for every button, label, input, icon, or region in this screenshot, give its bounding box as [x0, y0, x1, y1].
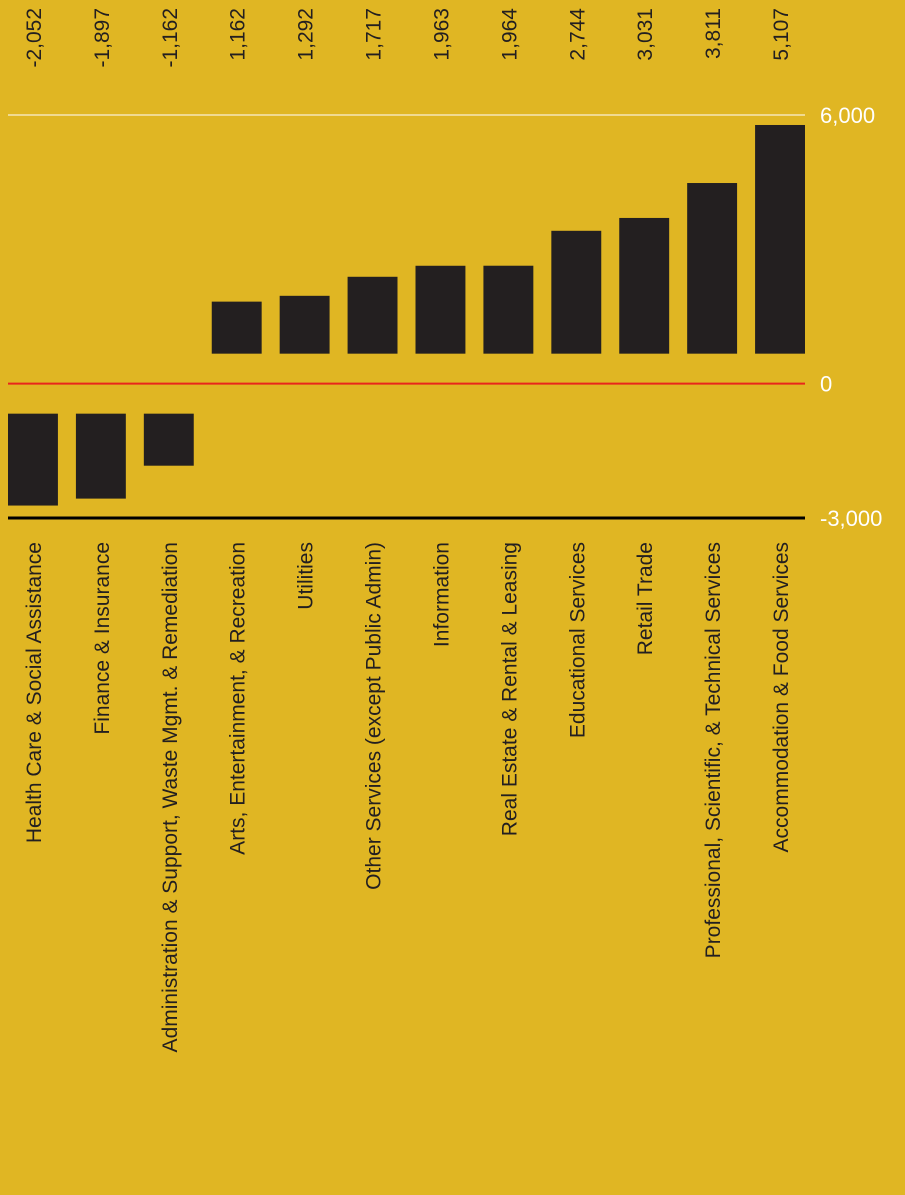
category-label: Real Estate & Rental & Leasing [498, 542, 521, 836]
bar [211, 301, 262, 354]
value-label: -1,162 [159, 8, 182, 68]
category-label: Retail Trade [634, 542, 657, 655]
bar [75, 413, 126, 499]
category-label: Health Care & Social Assistance [23, 542, 46, 843]
bar [347, 276, 398, 354]
bars [8, 124, 805, 506]
bar [279, 295, 330, 354]
category-label: Other Services (except Public Admin) [363, 542, 386, 890]
value-label: -1,897 [91, 8, 114, 68]
y-tick-label: 0 [820, 372, 832, 397]
y-tick-label: 6,000 [820, 103, 875, 128]
category-label: Professional, Scientific, & Technical Se… [702, 542, 725, 958]
category-label: Utilities [295, 542, 318, 610]
value-label: 2,744 [566, 8, 589, 61]
value-label: 1,964 [498, 8, 521, 61]
bar [755, 124, 805, 354]
category-label: Information [430, 542, 453, 647]
axis-tick-labels: 6,000 0 -3,000 [820, 103, 882, 531]
bar [619, 217, 670, 354]
category-label: Educational Services [566, 542, 589, 738]
category-labels: Health Care & Social Assistance Finance &… [23, 542, 793, 1052]
bar [687, 183, 738, 354]
value-label: 1,963 [430, 8, 453, 61]
category-label: Administration & Support, Waste Mgmt. & … [159, 542, 182, 1052]
value-label: -2,052 [23, 8, 46, 68]
y-tick-label: -3,000 [820, 506, 882, 531]
category-label: Accommodation & Food Services [770, 542, 793, 852]
value-label: 3,811 [702, 8, 725, 59]
value-label: 1,717 [363, 8, 386, 61]
gridlines [8, 114, 805, 520]
category-label: Arts, Entertainment, & Recreation [227, 542, 250, 855]
category-label: Finance & Insurance [91, 542, 114, 735]
bar [483, 265, 534, 354]
value-label: 1,292 [295, 8, 318, 61]
value-label: 3,031 [634, 8, 657, 61]
value-labels: -2,052 -1,897 -1,162 1,162 1,292 1,717 1,963 1,… [23, 8, 793, 68]
value-label: 1,162 [227, 8, 250, 61]
bar [551, 230, 602, 354]
bar [8, 413, 58, 506]
bar [143, 413, 194, 466]
bar [415, 265, 466, 354]
value-label: 5,107 [770, 8, 793, 61]
